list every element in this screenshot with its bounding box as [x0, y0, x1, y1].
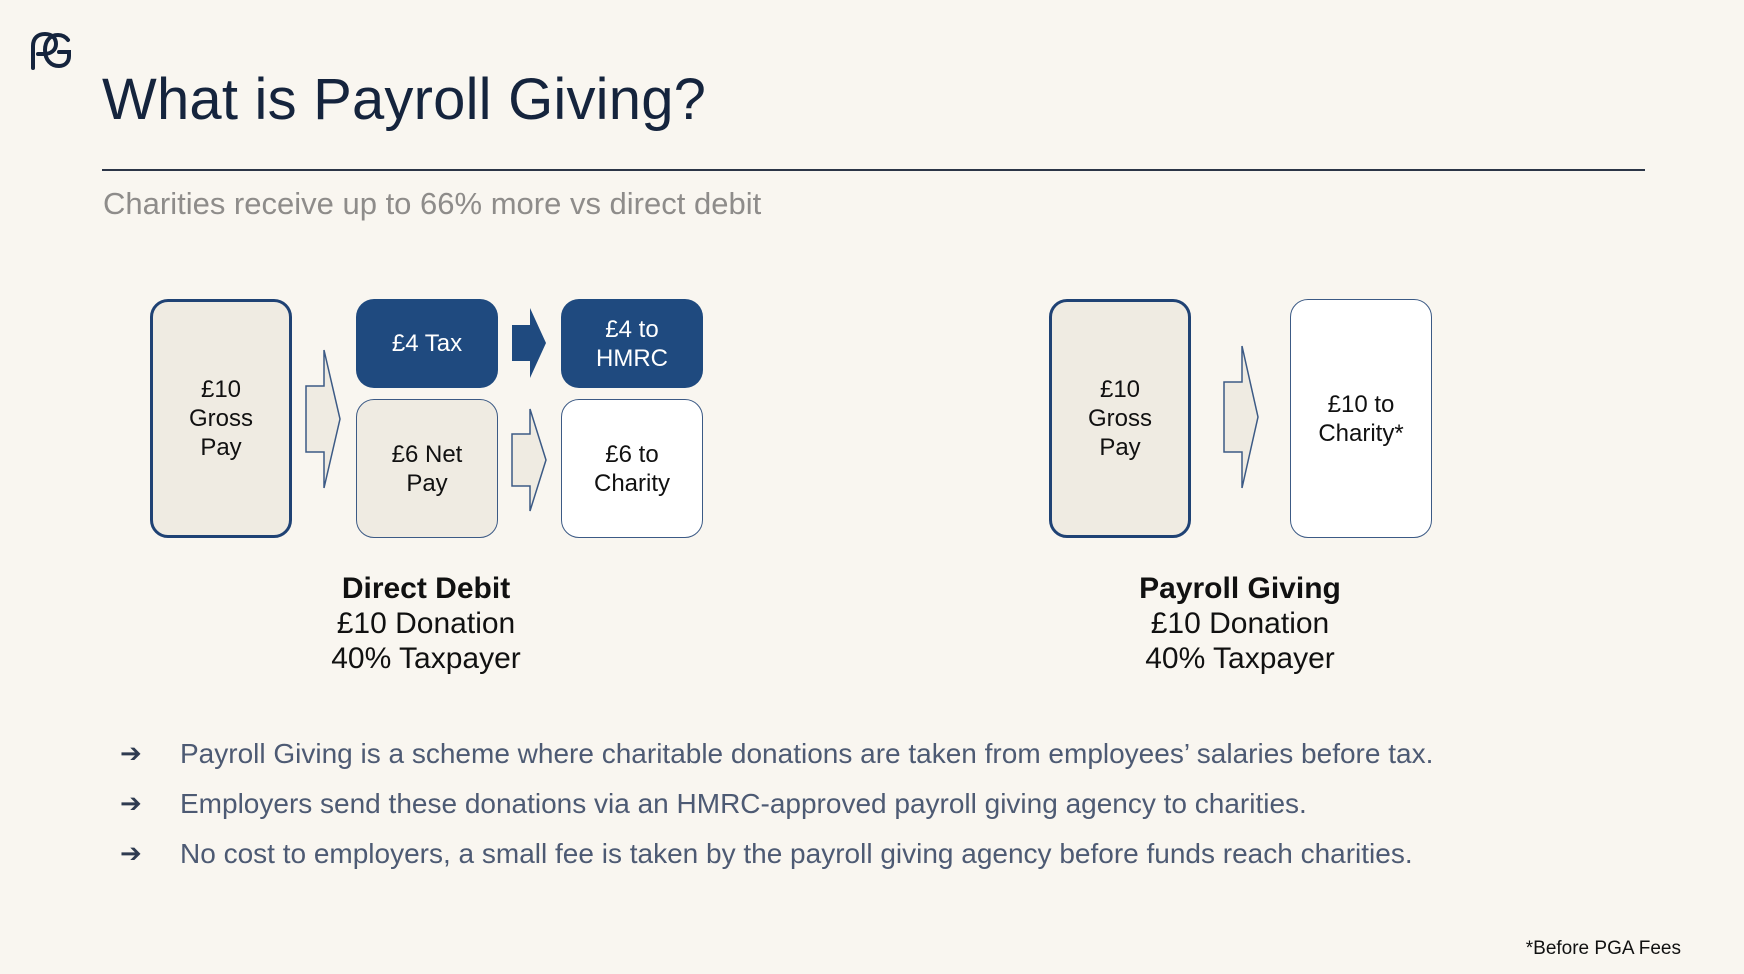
dd-caption-donation: £10 Donation	[336, 607, 516, 640]
dd-caption-title: Direct Debit	[341, 572, 511, 605]
dd-tax-box: £4 Tax	[356, 299, 498, 388]
dd-charity-box: £6 to Charity	[561, 399, 703, 538]
pg-arrow-icon	[1223, 345, 1259, 489]
bullet-text: Payroll Giving is a scheme where charita…	[180, 738, 1434, 769]
pg-charity-box: £10 to Charity*	[1290, 299, 1432, 538]
arrow-bullet-icon: ➔	[120, 788, 142, 818]
dd-gross-pay-box: £10 Gross Pay	[150, 299, 292, 538]
pg-caption-title: Payroll Giving	[1139, 572, 1341, 605]
page-subtitle: Charities receive up to 66% more vs dire…	[103, 186, 762, 221]
dd-net-pay-box: £6 Net Pay	[356, 399, 498, 538]
title-divider	[102, 169, 1645, 171]
pg-caption-donation: £10 Donation	[1150, 607, 1330, 640]
bullet-text: Employers send these donations via an HM…	[180, 788, 1307, 819]
dd-charity-label: £6 to Charity	[593, 440, 671, 497]
dd-net-arrow-icon	[511, 408, 547, 512]
dd-caption-taxpayer: 40% Taxpayer	[331, 642, 521, 675]
arrow-bullet-icon: ➔	[120, 838, 142, 868]
pg-caption: Payroll Giving £10 Donation 40% Taxpayer	[1040, 571, 1440, 676]
pg-gross-pay-label: £10 Gross Pay	[1087, 376, 1152, 461]
dd-hmrc-box: £4 to HMRC	[561, 299, 703, 388]
pg-charity-label: £10 to Charity*	[1318, 390, 1404, 447]
bullet-text: No cost to employers, a small fee is tak…	[180, 838, 1413, 869]
dd-tax-label: £4 Tax	[391, 330, 463, 357]
dd-hmrc-label: £4 to HMRC	[596, 315, 668, 372]
dd-tax-arrow-icon	[512, 308, 546, 378]
pg-caption-taxpayer: 40% Taxpayer	[1145, 642, 1335, 675]
pg-gross-pay-box: £10 Gross Pay	[1049, 299, 1191, 538]
dd-net-pay-label: £6 Net Pay	[391, 440, 463, 497]
pg-logo-icon	[31, 31, 71, 70]
dd-split-arrow-icon	[305, 349, 341, 489]
dd-gross-pay-label: £10 Gross Pay	[188, 376, 253, 461]
footnote: *Before PGA Fees	[1525, 938, 1681, 959]
page-title: What is Payroll Giving?	[102, 67, 707, 132]
arrow-bullet-icon: ➔	[120, 738, 142, 768]
dd-caption: Direct Debit £10 Donation 40% Taxpayer	[226, 571, 626, 676]
